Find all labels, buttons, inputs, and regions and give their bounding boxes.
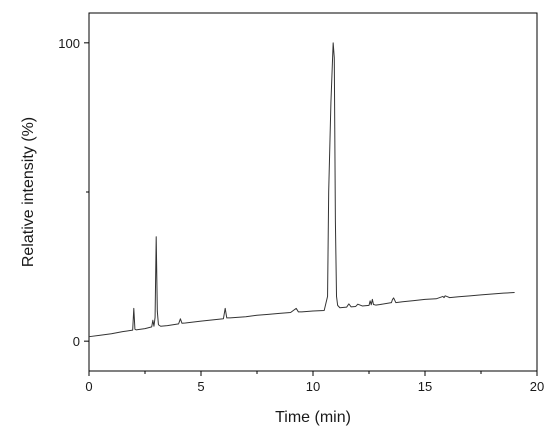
y-axis-ticks: 0 100: [58, 36, 89, 349]
y-axis-label: Relative intensity (%): [20, 117, 37, 267]
y-tick-label: 100: [58, 36, 80, 51]
chromatogram-trace: [88, 42, 515, 338]
series-layer: [88, 42, 515, 338]
y-tick-label: 0: [73, 334, 80, 349]
x-tick-label: 20: [530, 379, 544, 394]
x-tick-label: 15: [418, 379, 432, 394]
x-axis-label: Time (min): [275, 409, 351, 426]
x-tick-label: 5: [197, 379, 204, 394]
x-axis-ticks: 0 5 10 15 20: [85, 371, 544, 394]
x-tick-label: 10: [306, 379, 320, 394]
plot-frame: [88, 12, 538, 372]
x-tick-label: 0: [85, 379, 92, 394]
